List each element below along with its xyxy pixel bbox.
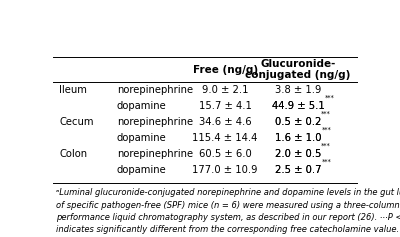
- Text: 2.0 ± 0.5: 2.0 ± 0.5: [275, 149, 321, 159]
- Text: norepinephrine: norepinephrine: [117, 149, 193, 159]
- Text: 115.4 ± 14.4: 115.4 ± 14.4: [192, 133, 258, 143]
- Text: of specific pathogen-free (SPF) mice (n = 6) were measured using a three-column : of specific pathogen-free (SPF) mice (n …: [56, 201, 400, 210]
- Text: Colon: Colon: [59, 149, 88, 159]
- Text: ***: ***: [321, 111, 331, 117]
- Text: 0.5 ± 0.2: 0.5 ± 0.2: [275, 117, 321, 127]
- Text: Ileum: Ileum: [59, 85, 87, 95]
- Text: 60.5 ± 6.0: 60.5 ± 6.0: [199, 149, 252, 159]
- Text: dopamine: dopamine: [117, 133, 166, 143]
- Text: 9.0 ± 2.1: 9.0 ± 2.1: [202, 85, 248, 95]
- Text: norepinephrine: norepinephrine: [117, 85, 193, 95]
- Text: 2.5 ± 0.7: 2.5 ± 0.7: [275, 165, 321, 175]
- Text: 34.6 ± 4.6: 34.6 ± 4.6: [199, 117, 252, 127]
- Text: norepinephrine: norepinephrine: [117, 117, 193, 127]
- Text: dopamine: dopamine: [117, 101, 166, 111]
- Text: 1.6 ± 1.0: 1.6 ± 1.0: [275, 133, 321, 143]
- Text: Free (ng/g): Free (ng/g): [192, 64, 258, 74]
- Text: dopamine: dopamine: [117, 165, 166, 175]
- Text: 177.0 ± 10.9: 177.0 ± 10.9: [192, 165, 258, 175]
- Text: 15.7 ± 4.1: 15.7 ± 4.1: [199, 101, 252, 111]
- Text: 0.5 ± 0.2: 0.5 ± 0.2: [275, 117, 321, 127]
- Text: ***: ***: [321, 127, 331, 133]
- Text: ***: ***: [321, 159, 331, 165]
- Text: Cecum: Cecum: [59, 117, 94, 127]
- Text: 2.5 ± 0.7: 2.5 ± 0.7: [275, 165, 321, 175]
- Text: ***: ***: [324, 95, 334, 101]
- Text: 44.9 ± 5.1: 44.9 ± 5.1: [272, 101, 324, 111]
- Text: ᵃLuminal glucuronide-conjugated norepinephrine and dopamine levels in the gut lu: ᵃLuminal glucuronide-conjugated norepine…: [56, 188, 400, 197]
- Text: 2.0 ± 0.5: 2.0 ± 0.5: [275, 149, 321, 159]
- Text: performance liquid chromatography system, as described in our report (26). ⋅⋅⋅P : performance liquid chromatography system…: [56, 213, 400, 222]
- Text: 3.8 ± 1.9: 3.8 ± 1.9: [275, 85, 321, 95]
- Text: ***: ***: [321, 143, 331, 149]
- Text: 44.9 ± 5.1: 44.9 ± 5.1: [272, 101, 324, 111]
- Text: 1.6 ± 1.0: 1.6 ± 1.0: [275, 133, 321, 143]
- Text: Glucuronide-
conjugated (ng/g): Glucuronide- conjugated (ng/g): [245, 59, 351, 80]
- Text: indicates significantly different from the corresponding free catecholamine valu: indicates significantly different from t…: [56, 225, 399, 234]
